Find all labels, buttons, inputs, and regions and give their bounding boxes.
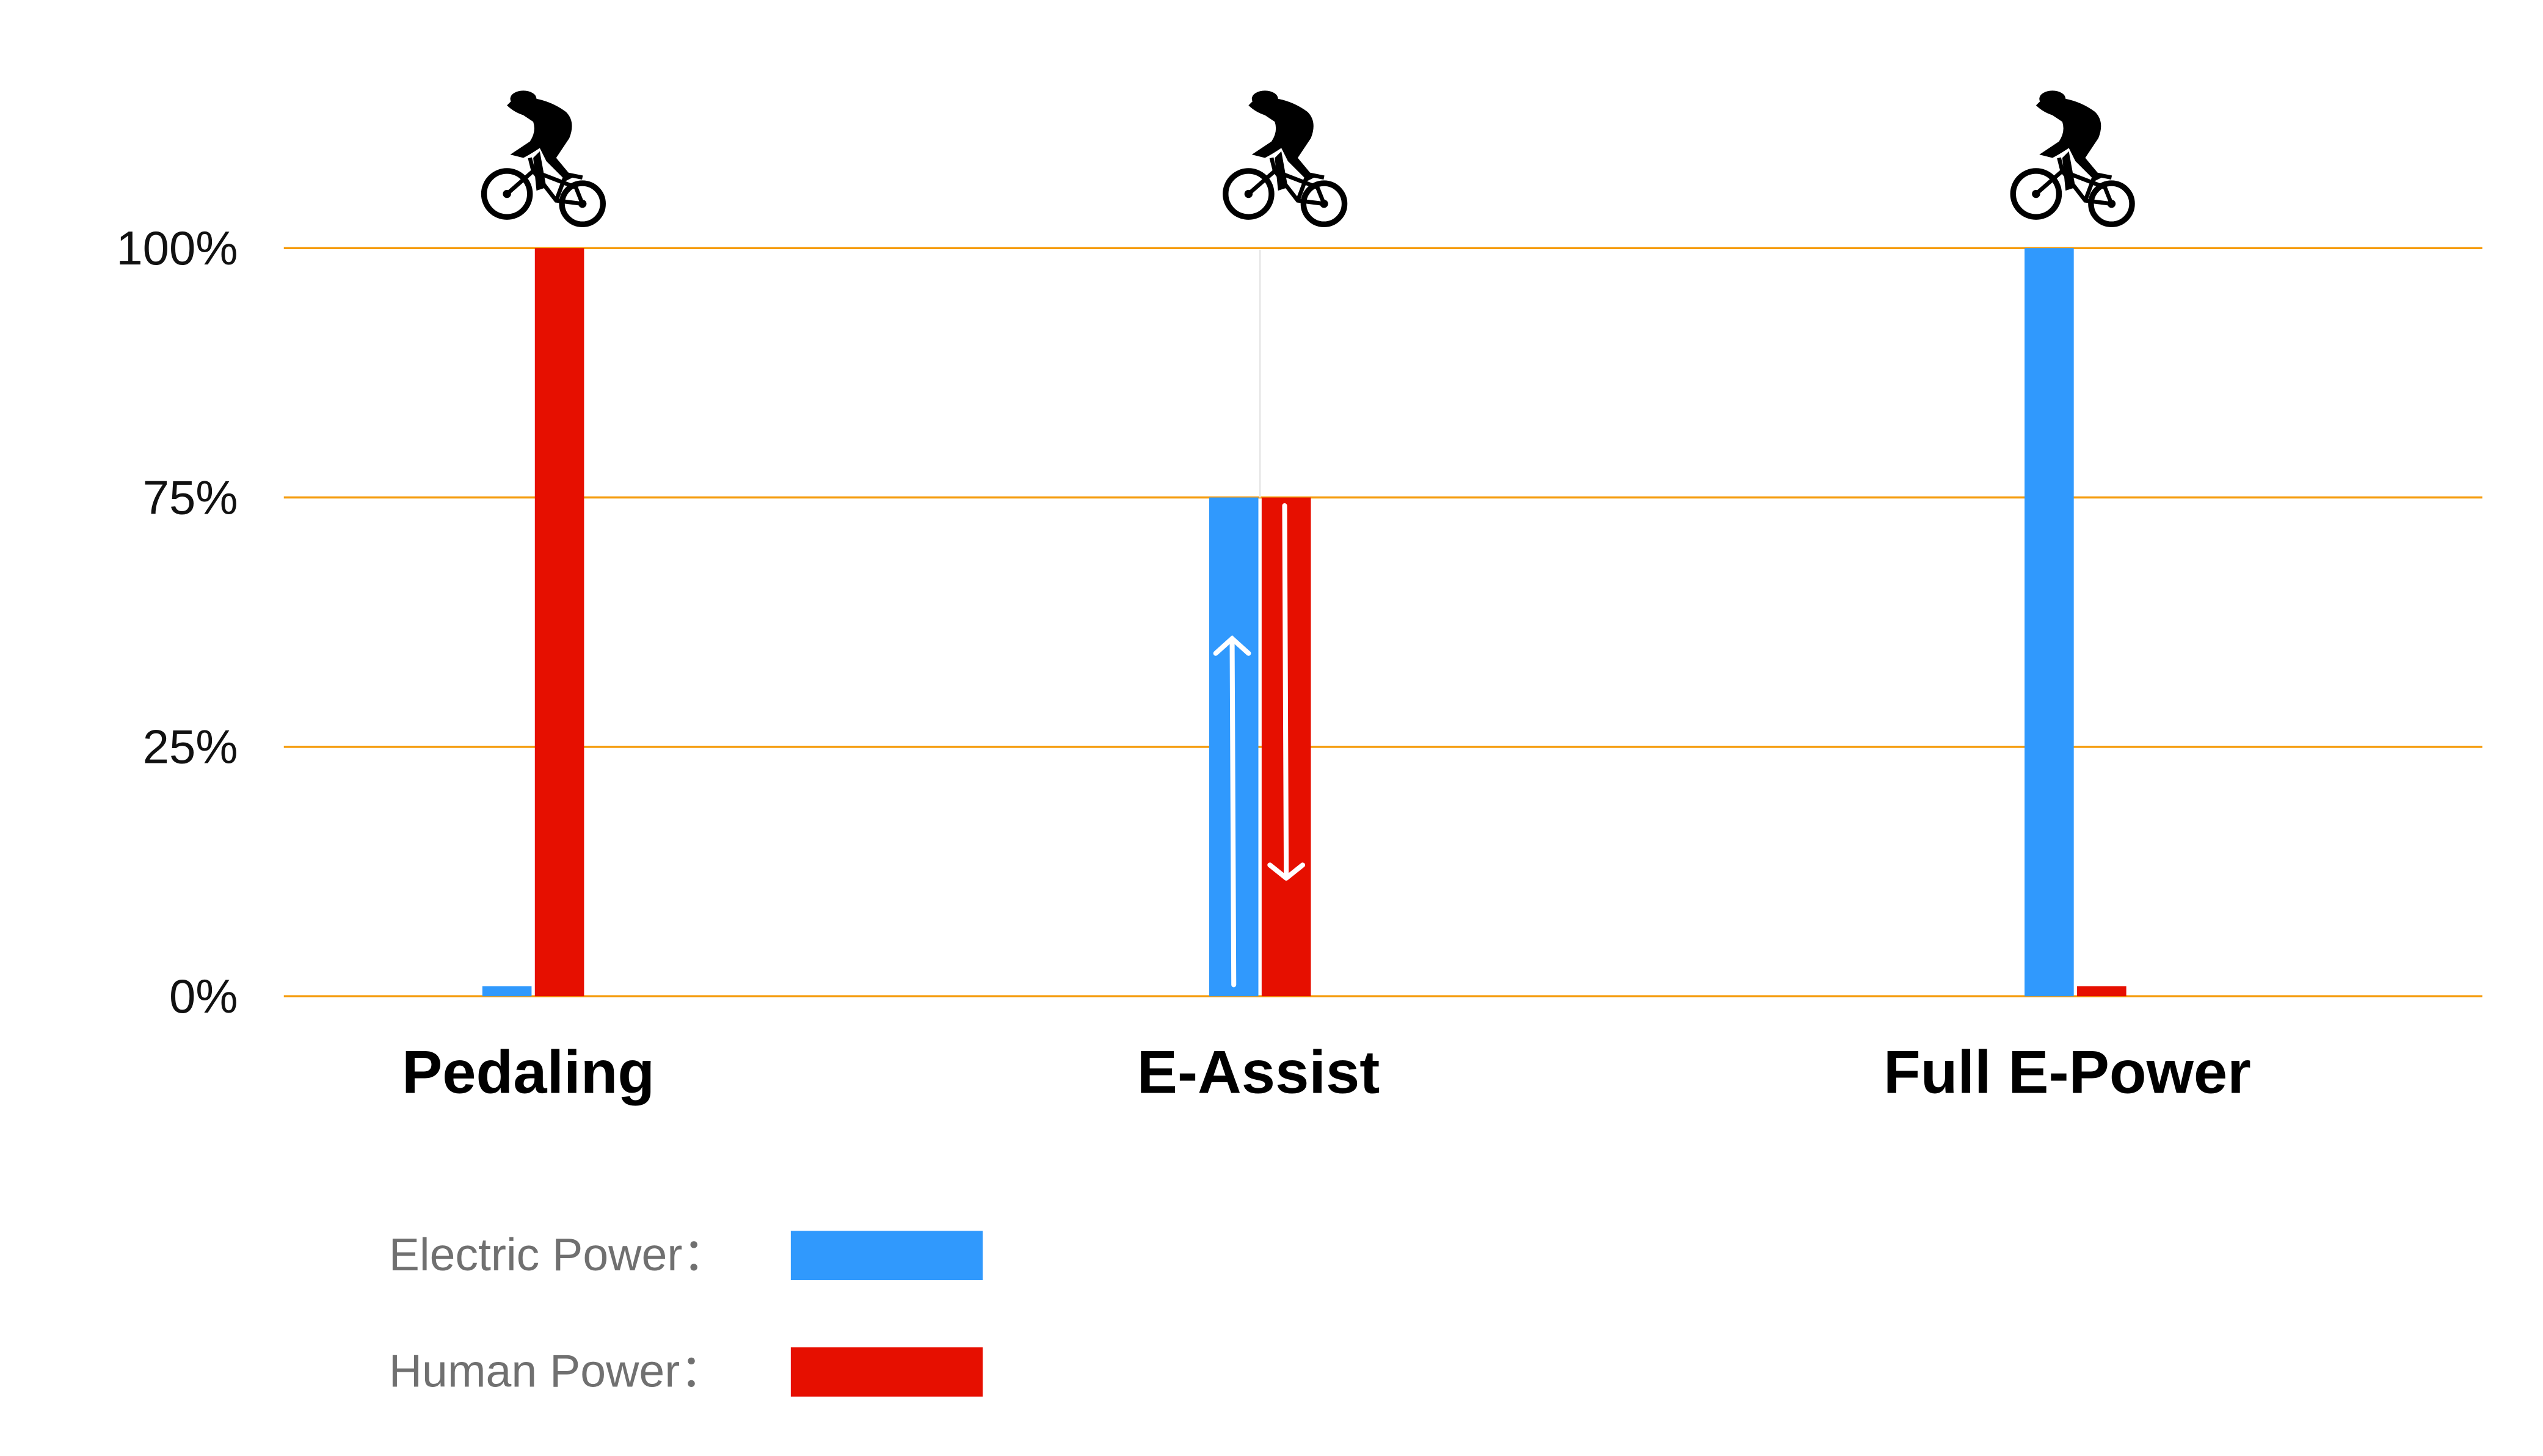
category-label: Pedaling [402,1039,655,1107]
category-label: Full E-Power [1883,1039,2251,1107]
legend-label: Electric Power： [389,1229,729,1280]
y-tick-label: 75% [143,470,238,524]
category-label: E-Assist [1137,1039,1380,1107]
arrow-down-icon [1267,503,1306,881]
bar-electric-power [2025,248,2074,997]
y-tick-label: 25% [143,720,238,774]
y-tick-label: 100% [116,221,238,275]
bar-human-power [2077,986,2126,997]
y-tick-label: 0% [169,969,238,1023]
cyclist-icon [484,90,603,224]
legend-swatch [790,1231,983,1280]
bar-electric-power [482,986,532,997]
cyclist-icon [1226,90,1345,224]
bar-human-power [534,248,584,997]
arrow-up-icon [1213,635,1251,988]
cyclist-icon [2013,90,2132,224]
legend-swatch [790,1347,983,1397]
legend-label: Human Power： [389,1345,726,1397]
